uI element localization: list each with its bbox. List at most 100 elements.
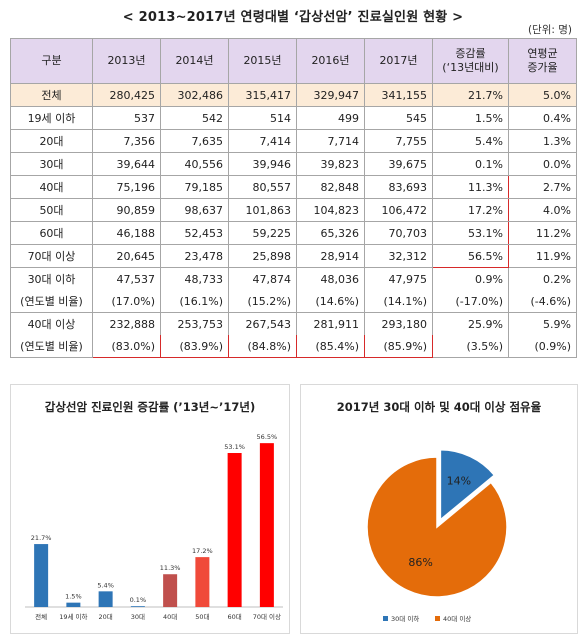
table-row: 40대 75,196 79,185 80,557 82,848 83,693 11.3% 2.… xyxy=(10,175,577,199)
x-tick-label: 60대 xyxy=(227,613,241,621)
bar-value-label: 53.1% xyxy=(224,443,245,451)
table-cell: 75,196 xyxy=(92,175,161,199)
table-cell: 40,556 xyxy=(160,152,229,176)
table-row: 70대 이상 20,645 23,478 25,898 28,914 32,312 56.5… xyxy=(10,244,577,268)
table-cell: (15.2%) xyxy=(228,290,297,313)
table-cell: 11.3% xyxy=(432,175,509,199)
table-cell: 0.2% xyxy=(508,267,577,290)
table-row: 전체 280,425 302,486 315,417 329,947 341,155 21.… xyxy=(10,83,577,107)
table-cell: 98,637 xyxy=(160,198,229,222)
table-cell: (17.0%) xyxy=(92,290,161,313)
table-cell: 11.9% xyxy=(508,244,577,268)
pie-slice-label: 86% xyxy=(408,556,432,569)
table-header-cell: 2013년 xyxy=(92,38,161,84)
table-cell: 7,635 xyxy=(160,129,229,153)
table-cell: 5.0% xyxy=(508,83,577,107)
table-cell: 0.0% xyxy=(508,152,577,176)
table-cell: 47,874 xyxy=(228,267,297,290)
table-cell: 1.5% xyxy=(432,106,509,130)
table-cell: 83,693 xyxy=(364,175,433,199)
table-cell: 302,486 xyxy=(160,83,229,107)
bar-value-label: 0.1% xyxy=(130,596,147,604)
bar-value-label: 21.7% xyxy=(31,534,52,542)
table-cell: 2.7% xyxy=(508,175,577,199)
table-row: 40대 이상 232,888 253,753 267,543 281,911 293,18… xyxy=(10,312,577,335)
table-cell: 514 xyxy=(228,106,297,130)
row-label-cell: 30대 이하 xyxy=(10,267,93,290)
bar-value-label: 11.3% xyxy=(160,564,181,572)
table-cell: 25.9% xyxy=(432,312,509,335)
table-cell: (14.6%) xyxy=(296,290,365,313)
table-header-cell: 2015년 xyxy=(228,38,297,84)
bar xyxy=(163,574,178,607)
table-cell: 11.2% xyxy=(508,221,577,245)
table-cell: 21.7% xyxy=(432,83,509,107)
table-row: (연도별 비율) (83.0%) (83.9%) (84.8%) (85.4%) (85.… xyxy=(10,335,577,358)
row-label-cell: (연도별 비율) xyxy=(10,335,93,358)
pie-slice xyxy=(366,456,508,598)
table-cell: 23,478 xyxy=(160,244,229,268)
table-cell: 25,898 xyxy=(228,244,297,268)
table-cell: 281,911 xyxy=(296,312,365,335)
row-label-cell: 전체 xyxy=(10,83,93,107)
row-label-cell: 70대 이상 xyxy=(10,244,93,268)
table-cell: 293,180 xyxy=(364,312,433,335)
row-label-cell: 20대 xyxy=(10,129,93,153)
bar-value-label: 17.2% xyxy=(192,547,213,555)
bar xyxy=(66,602,81,607)
bar-value-label: 1.5% xyxy=(65,593,82,601)
table-cell: 47,975 xyxy=(364,267,433,290)
x-tick-label: 전체 xyxy=(35,612,47,621)
table-row: 30대 39,644 40,556 39,946 39,823 39,675 0.1% 0.0… xyxy=(10,152,577,176)
table-header-cell: 2017년 xyxy=(364,38,433,84)
row-label-cell: 50대 xyxy=(10,198,93,222)
table-cell: 32,312 xyxy=(364,244,433,268)
pie-slice-label: 14% xyxy=(447,474,471,487)
table-cell: (84.8%) xyxy=(228,335,297,358)
bar xyxy=(98,591,113,607)
table-cell: 79,185 xyxy=(160,175,229,199)
bar xyxy=(130,606,145,607)
table-header-cell: 증감률 (‘13년대비) xyxy=(432,38,509,84)
table-cell: 28,914 xyxy=(296,244,365,268)
row-label-cell: 19세 이하 xyxy=(10,106,93,130)
bar-value-label: 5.4% xyxy=(97,581,114,589)
table-cell: 90,859 xyxy=(92,198,161,222)
table-cell: 59,225 xyxy=(228,221,297,245)
table-cell: 253,753 xyxy=(160,312,229,335)
table-row: (연도별 비율) (17.0%) (16.1%) (15.2%) (14.6%) (14.… xyxy=(10,290,577,313)
table-cell: 7,356 xyxy=(92,129,161,153)
x-tick-label: 30대 xyxy=(131,613,145,621)
table-cell: (83.0%) xyxy=(92,335,161,358)
table-header-cell: 연평균 증가율 xyxy=(508,38,577,84)
bar xyxy=(259,443,274,607)
table-cell: 0.4% xyxy=(508,106,577,130)
table-cell: 499 xyxy=(296,106,365,130)
row-label-cell: 40대 xyxy=(10,175,93,199)
table-cell: 20,645 xyxy=(92,244,161,268)
table-cell: 4.0% xyxy=(508,198,577,222)
table-header-row: 구분 2013년 2014년 2015년 2016년 2017년 증감률 (‘13년대비) 연평… xyxy=(10,38,577,84)
table-cell: 545 xyxy=(364,106,433,130)
table-cell: (3.5%) xyxy=(432,335,509,358)
table-cell: 48,733 xyxy=(160,267,229,290)
table-cell: 70,703 xyxy=(364,221,433,245)
table-cell: 537 xyxy=(92,106,161,130)
table-cell: 104,823 xyxy=(296,198,365,222)
table-cell: (85.9%) xyxy=(364,335,433,358)
table-cell: 80,557 xyxy=(228,175,297,199)
table-cell: 46,188 xyxy=(92,221,161,245)
table-header-cell: 구분 xyxy=(10,38,93,84)
table-cell: (16.1%) xyxy=(160,290,229,313)
table-cell: 7,755 xyxy=(364,129,433,153)
unit-label: (단위: 명) xyxy=(527,24,572,36)
table-row: 50대 90,859 98,637 101,863 104,823 106,472 17.2… xyxy=(10,198,577,222)
table-header-cell: 2016년 xyxy=(296,38,365,84)
table-cell: 5.4% xyxy=(432,129,509,153)
bar-chart: 갑상선암 진료인원 증감률 (’13년~’17년) 21.7% 전체 1.5% 19세 … xyxy=(25,400,283,621)
table-cell: 17.2% xyxy=(432,198,509,222)
bar xyxy=(34,544,49,607)
legend-label: 30대 이하 xyxy=(391,614,419,623)
table-cell: (85.4%) xyxy=(296,335,365,358)
table-cell: 7,414 xyxy=(228,129,297,153)
